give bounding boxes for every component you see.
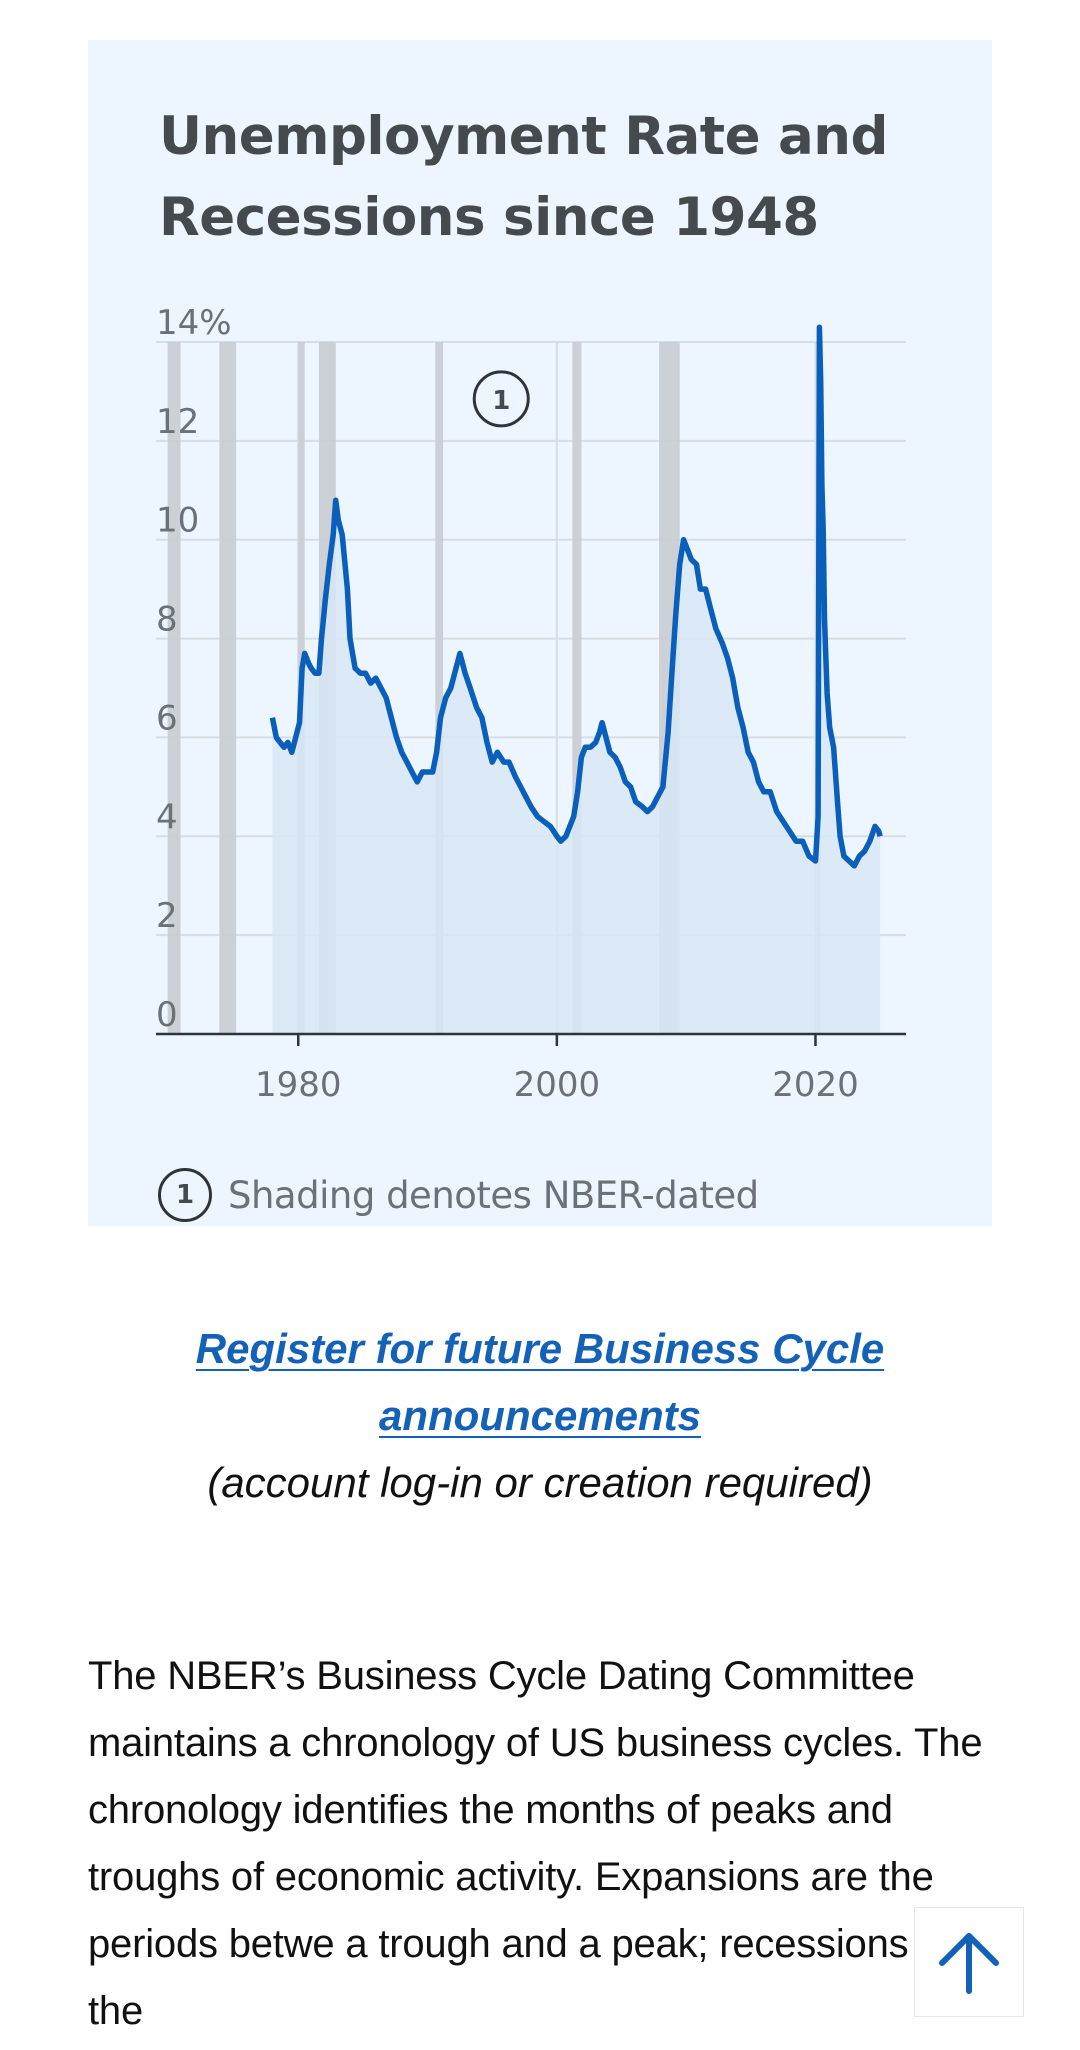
y-tick-label: 14% xyxy=(156,303,232,343)
x-tick-label: 2000 xyxy=(514,1065,601,1105)
unemployment-line xyxy=(269,324,883,869)
unemployment-area xyxy=(272,327,881,1034)
recession-band xyxy=(435,342,444,1034)
x-tick-label: 1980 xyxy=(255,1065,342,1105)
arrow-up-icon xyxy=(939,1933,999,1994)
recession-band xyxy=(572,342,582,1034)
chart-title: Unemployment Rate and Recessions since 1… xyxy=(159,106,888,248)
register-note: (account log-in or creation required) xyxy=(207,1459,873,1506)
body-paragraph: The NBER’s Business Cycle Dating Committ… xyxy=(88,1654,983,2033)
register-link[interactable]: Register for future Business Cycle annou… xyxy=(195,1325,885,1439)
recession-band xyxy=(219,342,237,1034)
y-tick-label: 10 xyxy=(156,501,199,541)
y-tick-label: 0 xyxy=(156,995,178,1035)
back-to-top-button[interactable] xyxy=(914,1907,1024,2017)
y-tick-label: 4 xyxy=(156,797,178,837)
y-tick-label: 8 xyxy=(156,600,178,640)
register-block: Register for future Business Cycle annou… xyxy=(88,1315,992,1516)
x-tick-label: 2020 xyxy=(772,1065,859,1105)
footnote-text: Shading denotes NBER-dated xyxy=(228,1173,759,1217)
y-tick-label: 2 xyxy=(156,896,178,936)
chart-footnote: 1 Shading denotes NBER-dated xyxy=(158,1165,759,1225)
callout-marker-label: 1 xyxy=(492,386,510,416)
recession-band xyxy=(167,342,181,1034)
y-tick-label: 12 xyxy=(156,402,199,442)
footnote-marker: 1 xyxy=(158,1168,212,1222)
unemployment-chart: 0 2 4 6 8 10 12 14% 1980 2000 2020 1 xyxy=(156,303,906,1105)
callout-marker-circle xyxy=(472,370,530,428)
y-tick-label: 6 xyxy=(156,698,178,738)
